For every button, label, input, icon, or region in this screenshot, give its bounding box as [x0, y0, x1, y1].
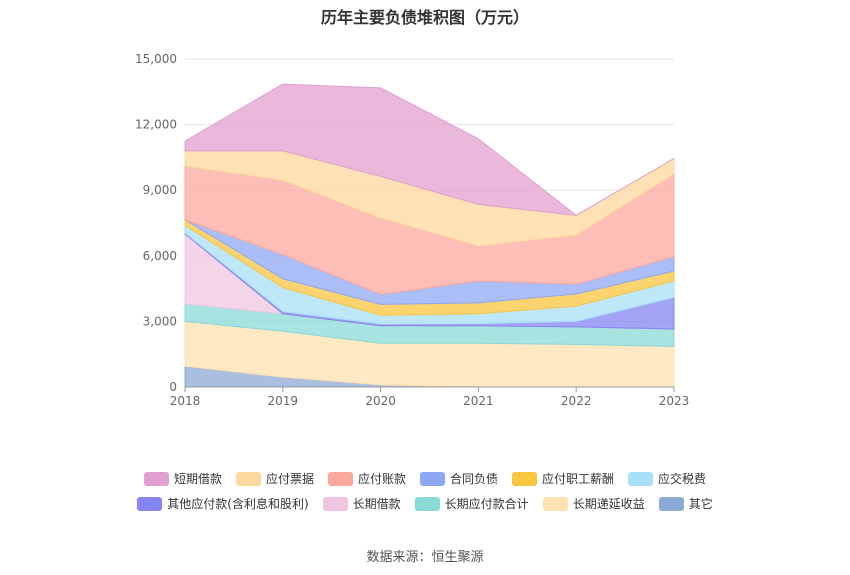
legend-item[interactable]: 短期借款 [143, 470, 222, 487]
legend-swatch [327, 471, 353, 486]
axes: 0 3,000 6,000 9,000 12,000 15,000 2018 2019 2020… [135, 52, 689, 408]
legend-swatch [143, 471, 169, 486]
legend-label: 其他应付款(含利息和股利) [167, 497, 309, 511]
legend-label: 应付票据 [265, 472, 314, 486]
legend-swatch [235, 471, 261, 486]
y-tick-label: 15,000 [135, 52, 177, 66]
x-tick-label: 2019 [268, 394, 299, 408]
legend-label: 应交税费 [658, 472, 707, 486]
legend-item[interactable]: 应付账款 [327, 470, 406, 487]
legend-swatch [137, 496, 163, 511]
y-tick-label: 0 [169, 380, 177, 394]
legend-label: 短期借款 [173, 472, 222, 486]
x-tick-label: 2018 [170, 394, 201, 408]
legend-swatch [420, 471, 445, 486]
legend-item[interactable]: 合同负债 [420, 470, 498, 487]
legend-swatch [542, 496, 568, 511]
x-tick-label: 2021 [463, 394, 494, 408]
legend-label: 其它 [688, 497, 713, 511]
legend-label: 长期借款 [352, 497, 401, 511]
legend-label: 长期递延收益 [572, 497, 645, 511]
legend-item[interactable]: 长期借款 [322, 495, 401, 512]
legend-swatch [414, 496, 440, 511]
y-tick-label: 12,000 [135, 118, 177, 132]
y-tick-label: 9,000 [143, 183, 177, 197]
area-series [184, 83, 675, 388]
x-tick-label: 2020 [365, 394, 396, 408]
source-note: 数据来源：恒生聚源 [366, 550, 484, 565]
x-tick-label: 2022 [561, 394, 592, 408]
y-tick-label: 6,000 [143, 249, 177, 263]
chart-title: 历年主要负债堆积图（万元） [320, 8, 529, 27]
legend-swatch [628, 471, 654, 486]
legend-label: 长期应付款合计 [444, 497, 529, 511]
legend-row: 其他应付款(含利息和股利) 长期借款 长期应付款合计 长期递延收益 其它 [0, 495, 850, 512]
legend: 短期借款 应付票据 应付账款 合同负债 应付职工薪酬 应交税费 其他应付款(含利息和股利)… [0, 470, 850, 520]
legend-swatch [658, 496, 684, 511]
area-短期借款 [184, 83, 675, 216]
legend-item[interactable]: 应交税费 [628, 470, 706, 487]
legend-item[interactable]: 应付票据 [235, 470, 314, 487]
legend-item[interactable]: 其他应付款(含利息和股利) [137, 495, 309, 512]
legend-label: 应付职工薪酬 [542, 472, 615, 486]
y-tick-label: 3,000 [143, 314, 177, 328]
legend-item[interactable]: 长期应付款合计 [414, 495, 529, 512]
x-tick-label: 2023 [659, 394, 690, 408]
legend-item[interactable]: 应付职工薪酬 [512, 470, 614, 487]
legend-label: 合同负债 [450, 472, 499, 486]
legend-item[interactable]: 长期递延收益 [542, 495, 645, 512]
legend-item[interactable]: 其它 [658, 495, 713, 512]
legend-label: 应付账款 [357, 472, 406, 486]
legend-swatch [322, 496, 348, 511]
legend-swatch [512, 471, 538, 486]
legend-row: 短期借款 应付票据 应付账款 合同负债 应付职工薪酬 应交税费 [0, 470, 850, 487]
